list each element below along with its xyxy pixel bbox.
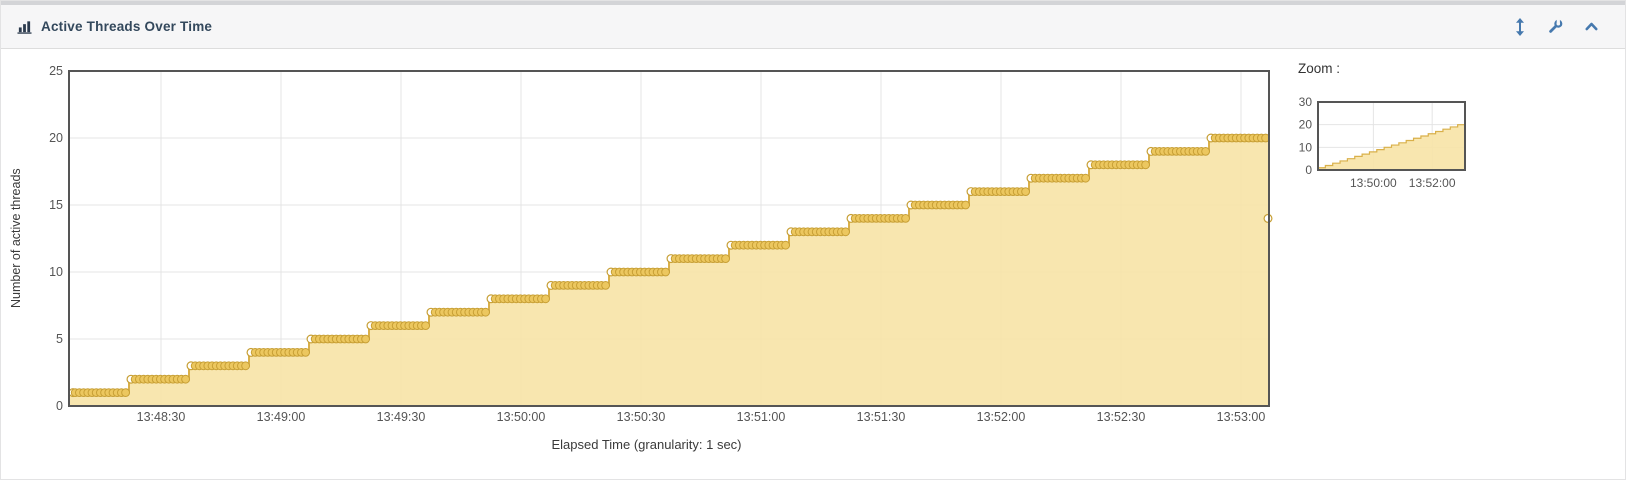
main-y-tick-labels: 0 5 10 15 20 25 (49, 64, 63, 413)
x-tick-label: 13:50:00 (497, 410, 546, 424)
x-axis-title: Elapsed Time (granularity: 1 sec) (551, 437, 742, 452)
x-tick-label: 13:50:00 (1350, 176, 1397, 190)
marker-dot (421, 321, 431, 331)
x-tick-label: 13:49:00 (257, 410, 306, 424)
collapse-panel-button[interactable] (1577, 20, 1606, 33)
marker-dot (841, 227, 850, 237)
y-tick-label: 25 (49, 64, 63, 78)
x-tick-label: 13:49:30 (377, 410, 426, 424)
zoom-x-tick-labels: 13:50:00 13:52:00 (1350, 176, 1456, 190)
marker-dot (1021, 187, 1030, 197)
y-tick-label: 10 (1299, 140, 1313, 154)
zoom-overview-plot-area[interactable] (1318, 102, 1465, 170)
marker-dot (661, 267, 670, 277)
threads-chart-canvas: 0 5 10 15 20 25 13:48:30 13:49:00 13:49:30 13:50:… (49, 64, 1466, 424)
x-tick-label: 13:52:00 (1409, 176, 1456, 190)
marker-dot (721, 254, 730, 264)
resize-vertical-button[interactable] (1506, 16, 1534, 38)
marker-dot (481, 307, 491, 317)
marker-dot (361, 334, 371, 344)
zoom-overview-label: Zoom : (1298, 61, 1341, 76)
zoom-step-line (1318, 124, 1466, 169)
x-tick-label: 13:51:30 (857, 410, 906, 424)
chart-region: 0 5 10 15 20 25 13:48:30 13:49:00 13:49:30 13:50:… (1, 49, 1625, 479)
x-tick-label: 13:51:00 (737, 410, 786, 424)
y-tick-label: 30 (1299, 95, 1313, 109)
marker-dot (601, 281, 610, 290)
main-plot-area[interactable] (69, 71, 1269, 406)
y-tick-label: 0 (56, 399, 63, 413)
y-tick-label: 0 (1305, 163, 1312, 177)
marker-dot (121, 388, 130, 398)
wrench-icon (1548, 19, 1563, 34)
marker-dot (1201, 147, 1210, 156)
marker-dot (961, 200, 970, 210)
y-axis-title: Number of active threads (9, 168, 23, 309)
y-tick-label: 15 (49, 198, 63, 212)
x-tick-label: 13:50:30 (617, 410, 666, 424)
y-tick-label: 5 (56, 332, 63, 346)
x-tick-label: 13:53:00 (1217, 410, 1266, 424)
marker-dot (901, 214, 910, 223)
x-tick-label: 13:52:00 (977, 410, 1026, 424)
main-x-tick-labels: 13:48:30 13:49:00 13:49:30 13:50:00 13:50:30… (137, 410, 1266, 424)
x-tick-label: 13:52:30 (1097, 410, 1146, 424)
panel-header: Active Threads Over Time (1, 5, 1625, 49)
resize-vertical-icon (1514, 17, 1526, 36)
marker-dot (1081, 173, 1090, 183)
threads-markers (68, 133, 1273, 398)
y-tick-label: 20 (49, 131, 63, 145)
panel-top-accent (1, 1, 1625, 5)
chevron-up-icon (1585, 22, 1598, 31)
settings-wrench-button[interactable] (1540, 17, 1571, 36)
y-tick-label: 10 (49, 265, 63, 279)
marker-dot (241, 361, 251, 371)
marker-dot (541, 294, 550, 304)
zoom-y-tick-labels: 0 10 20 30 (1299, 95, 1313, 177)
marker-dot (781, 240, 790, 250)
zoom-plot-border (1317, 101, 1466, 171)
marker-dot (181, 374, 191, 384)
x-tick-label: 13:48:30 (137, 410, 186, 424)
main-plot-border (68, 70, 1270, 407)
bar-chart-icon (17, 19, 32, 34)
y-tick-label: 20 (1299, 118, 1313, 132)
marker-dot (301, 348, 311, 357)
panel-title: Active Threads Over Time (41, 19, 213, 34)
marker-dot (1141, 160, 1150, 170)
